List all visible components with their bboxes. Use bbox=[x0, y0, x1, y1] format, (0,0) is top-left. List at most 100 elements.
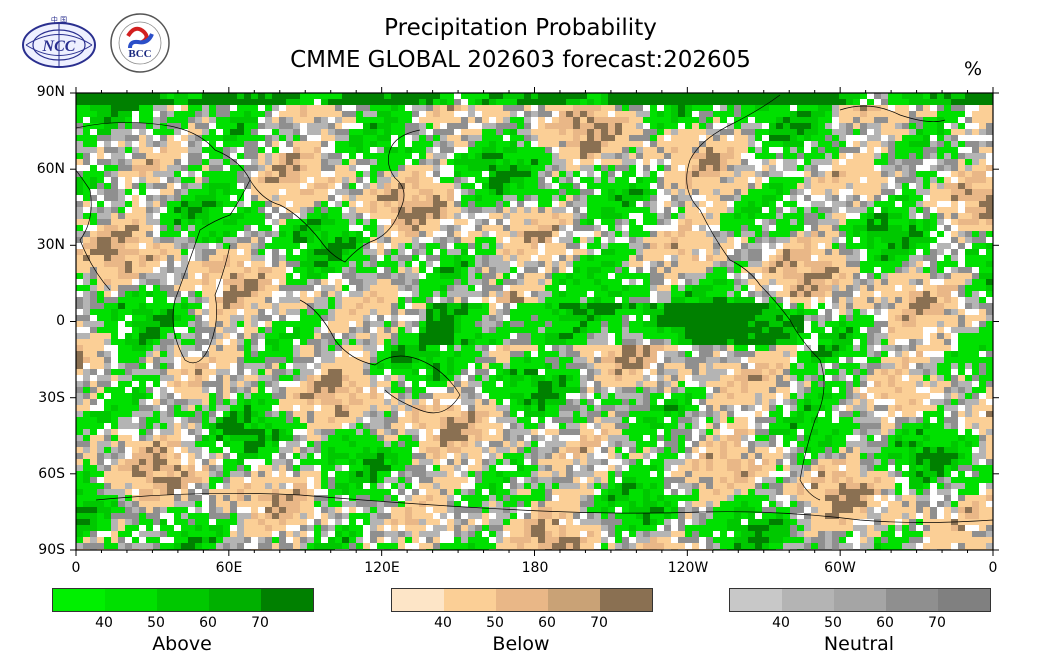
field-cell bbox=[349, 285, 357, 292]
field-cell bbox=[328, 207, 336, 214]
field-cell bbox=[391, 117, 399, 124]
field-cell bbox=[657, 297, 665, 304]
field-cell bbox=[881, 177, 889, 184]
field-cell bbox=[223, 153, 231, 160]
field-cell bbox=[258, 303, 266, 310]
field-cell bbox=[811, 267, 819, 274]
field-cell bbox=[370, 267, 378, 274]
field-cell bbox=[468, 303, 476, 310]
field-cell bbox=[916, 309, 924, 316]
field-cell bbox=[328, 123, 336, 130]
field-cell bbox=[223, 219, 231, 226]
field-cell bbox=[538, 135, 546, 142]
field-cell bbox=[76, 231, 84, 238]
field-cell bbox=[776, 159, 784, 166]
field-cell bbox=[321, 171, 329, 178]
field-cell bbox=[265, 201, 273, 208]
field-cell bbox=[132, 219, 140, 226]
field-cell bbox=[671, 195, 679, 202]
field-cell bbox=[965, 303, 973, 310]
field-cell bbox=[797, 207, 805, 214]
field-cell bbox=[986, 213, 993, 220]
field-cell bbox=[538, 201, 546, 208]
field-cell bbox=[160, 117, 168, 124]
field-cell bbox=[174, 99, 182, 106]
field-cell bbox=[314, 201, 322, 208]
field-cell bbox=[517, 171, 525, 178]
field-cell bbox=[496, 165, 504, 172]
field-cell bbox=[965, 249, 973, 256]
field-cell bbox=[846, 279, 854, 286]
field-cell bbox=[111, 105, 119, 112]
field-cell bbox=[384, 315, 392, 322]
field-cell bbox=[615, 165, 623, 172]
field-cell bbox=[678, 291, 686, 298]
field-cell bbox=[251, 195, 259, 202]
field-cell bbox=[426, 177, 434, 184]
field-cell bbox=[202, 207, 210, 214]
field-cell bbox=[748, 303, 756, 310]
field-cell bbox=[790, 111, 798, 118]
field-cell bbox=[601, 171, 609, 178]
field-cell bbox=[153, 153, 161, 160]
field-cell bbox=[895, 159, 903, 166]
field-cell bbox=[860, 303, 868, 310]
field-cell bbox=[265, 177, 273, 184]
field-cell bbox=[76, 309, 84, 316]
field-cell bbox=[517, 297, 525, 304]
field-cell bbox=[713, 201, 721, 208]
field-cell bbox=[447, 231, 455, 238]
field-cell bbox=[531, 213, 539, 220]
field-cell bbox=[223, 105, 231, 112]
field-cell bbox=[650, 285, 658, 292]
field-cell bbox=[685, 261, 693, 268]
field-cell bbox=[517, 285, 525, 292]
field-cell bbox=[713, 207, 721, 214]
field-cell bbox=[90, 231, 98, 238]
field-cell bbox=[132, 213, 140, 220]
field-cell bbox=[664, 93, 672, 100]
field-cell bbox=[531, 99, 539, 106]
field-cell bbox=[531, 279, 539, 286]
field-cell bbox=[664, 165, 672, 172]
field-cell bbox=[279, 279, 287, 286]
field-cell bbox=[601, 279, 609, 286]
field-cell bbox=[972, 159, 980, 166]
field-cell bbox=[286, 147, 294, 154]
field-cell bbox=[510, 93, 518, 100]
field-cell bbox=[174, 309, 182, 316]
field-cell bbox=[573, 243, 581, 250]
field-cell bbox=[762, 291, 770, 298]
field-cell bbox=[573, 303, 581, 310]
field-cell bbox=[468, 177, 476, 184]
field-cell bbox=[643, 123, 651, 130]
field-cell bbox=[188, 147, 196, 154]
field-cell bbox=[405, 195, 413, 202]
field-cell bbox=[958, 309, 966, 316]
field-cell bbox=[370, 165, 378, 172]
field-cell bbox=[818, 309, 826, 316]
field-cell bbox=[195, 153, 203, 160]
field-cell bbox=[664, 237, 672, 244]
field-cell bbox=[258, 141, 266, 148]
field-cell bbox=[202, 195, 210, 202]
field-cell bbox=[496, 285, 504, 292]
field-cell bbox=[545, 105, 553, 112]
field-cell bbox=[279, 213, 287, 220]
field-cell bbox=[545, 147, 553, 154]
field-cell bbox=[489, 267, 497, 274]
field-cell bbox=[727, 279, 735, 286]
field-cell bbox=[265, 195, 273, 202]
field-cell bbox=[230, 243, 238, 250]
field-cell bbox=[797, 147, 805, 154]
field-cell bbox=[237, 189, 245, 196]
field-cell bbox=[461, 159, 469, 166]
field-cell bbox=[496, 291, 504, 298]
field-cell bbox=[398, 237, 406, 244]
field-cell bbox=[643, 231, 651, 238]
field-cell bbox=[153, 297, 161, 304]
field-cell bbox=[307, 201, 315, 208]
field-cell bbox=[825, 303, 833, 310]
field-cell bbox=[524, 291, 532, 298]
field-cell bbox=[944, 219, 952, 226]
